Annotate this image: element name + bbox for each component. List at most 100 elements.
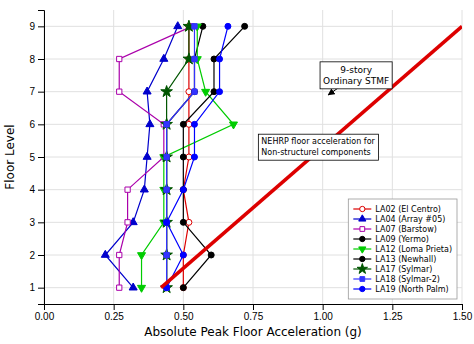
grid-line-y	[44, 157, 462, 158]
legend-entry: LA04 (Array #05)	[353, 215, 445, 224]
series-marker	[164, 121, 170, 127]
series-marker	[117, 89, 122, 94]
series-marker	[242, 23, 248, 29]
x-axis-tick-mark	[253, 304, 254, 310]
legend-entry: LA02 (El Centro)	[353, 205, 441, 214]
grid-line-y	[44, 59, 462, 60]
y-axis-tick: 1	[29, 282, 44, 293]
series-marker	[140, 185, 148, 192]
grid-line-y	[44, 124, 462, 125]
annotation: NEHRP floor acceleration forNon-structur…	[258, 134, 378, 160]
legend-entry: LA18 (Sylmar-2)	[353, 275, 440, 284]
grid-line-y	[44, 91, 462, 92]
x-axis-tick: 0.25	[104, 304, 124, 322]
annotation: 9-storyOrdinary STMF	[320, 62, 392, 95]
y-axis-tick-mark	[38, 26, 44, 27]
grid-line-y	[44, 26, 462, 27]
x-axis-tick-label: 1.50	[453, 311, 473, 322]
series-line	[167, 26, 228, 287]
x-axis-tick: 1.00	[313, 304, 333, 322]
series-marker	[117, 56, 122, 61]
series-marker	[160, 54, 168, 61]
series-line	[183, 26, 244, 287]
series-marker	[101, 250, 109, 257]
y-axis-tick-label: 3	[29, 217, 35, 228]
y-axis-tick-mark	[38, 157, 44, 158]
chart: 0.000.250.500.751.001.251.50123456789Abs…	[0, 0, 474, 344]
series-marker	[161, 86, 173, 97]
y-axis-tick: 6	[29, 119, 44, 130]
annotation-box	[320, 62, 392, 89]
series-marker	[164, 252, 170, 258]
series-marker	[191, 121, 197, 127]
legend-label: LA19 (North Palm)	[375, 285, 448, 294]
y-axis-tick: 7	[29, 86, 44, 97]
legend-label: LA12 (Loma Prieta)	[375, 245, 452, 254]
legend-entry: LA13 (Newhall)	[353, 255, 436, 264]
series-marker	[180, 121, 186, 127]
series-marker	[138, 253, 146, 260]
legend-label: LA07 (Barstow)	[375, 225, 437, 234]
legend-label: LA17 (Sylmar)	[375, 265, 432, 274]
y-axis-tick-label: 2	[29, 250, 35, 261]
series-line	[167, 26, 203, 287]
x-axis-tick-mark	[114, 304, 115, 310]
y-axis: 123456789	[29, 11, 44, 305]
reference-line	[161, 26, 462, 287]
y-axis-tick-label: 4	[29, 184, 35, 195]
x-axis: 0.000.250.500.751.001.251.50	[35, 304, 473, 322]
series-marker	[125, 187, 130, 192]
y-axis-tick: 9	[29, 21, 44, 32]
x-axis-tick: 0.00	[35, 304, 55, 322]
x-axis-tick-label: 0.00	[35, 311, 55, 322]
series-marker	[180, 187, 186, 193]
series-marker	[164, 219, 170, 225]
series-marker	[117, 285, 122, 290]
y-axis-tick-label: 7	[29, 86, 35, 97]
series-marker	[192, 89, 197, 94]
series-marker	[180, 252, 186, 258]
x-axis-tick-label: 1.25	[383, 311, 403, 322]
legend-label: LA02 (El Centro)	[375, 205, 441, 214]
legend-marker	[360, 277, 365, 282]
x-axis-tick-mark	[323, 304, 324, 310]
grid-line-y	[44, 189, 462, 190]
legend-entry: LA19 (North Palm)	[353, 285, 448, 294]
y-axis-tick: 8	[29, 54, 44, 65]
legend-entry: LA17 (Sylmar)	[353, 264, 432, 274]
series-marker	[180, 154, 186, 160]
legend-marker	[360, 256, 365, 261]
series-marker	[217, 89, 223, 95]
series-marker	[208, 252, 214, 258]
legend-label: LA13 (Newhall)	[375, 255, 436, 264]
series-marker	[143, 87, 151, 94]
legend-marker	[360, 236, 365, 241]
y-axis-tick: 3	[29, 217, 44, 228]
series-marker	[164, 154, 170, 160]
x-axis-tick-mark	[392, 304, 393, 310]
x-axis-tick-label: 0.50	[174, 311, 194, 322]
grid	[44, 10, 462, 304]
series-marker	[129, 283, 137, 290]
series-marker	[164, 122, 169, 127]
series-marker	[225, 23, 231, 29]
series-marker	[217, 56, 223, 62]
legend-entry: LA12 (Loma Prieta)	[353, 245, 452, 254]
series-line	[119, 26, 191, 287]
y-axis-tick-label: 8	[29, 54, 35, 65]
series-marker	[164, 252, 169, 257]
y-axis-tick-mark	[38, 59, 44, 60]
series-line	[142, 26, 234, 287]
series-marker	[192, 56, 197, 61]
x-axis-tick-label: 0.25	[104, 311, 124, 322]
annotation-text: NEHRP floor acceleration forNon-structur…	[261, 137, 375, 157]
x-axis-tick: 1.25	[383, 304, 403, 322]
x-axis-tick: 1.50	[453, 304, 473, 322]
legend: LA02 (El Centro)LA04 (Array #05)LA07 (Ba…	[348, 199, 457, 299]
series-marker	[164, 154, 169, 159]
series-marker	[191, 56, 197, 62]
legend-label: LA18 (Sylmar-2)	[375, 275, 440, 284]
legend-marker	[360, 227, 365, 232]
series-marker	[180, 187, 186, 193]
series-marker	[180, 252, 186, 258]
